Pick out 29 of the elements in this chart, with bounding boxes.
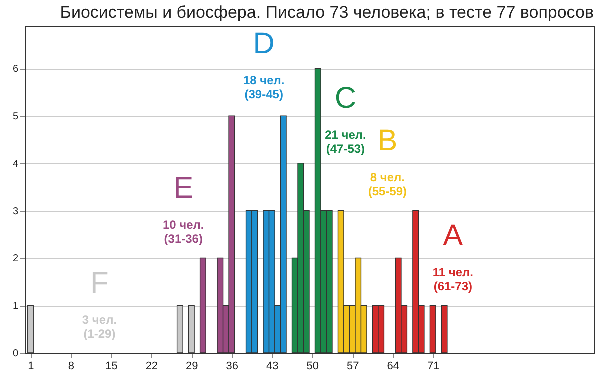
y-tick-label: 1: [12, 301, 19, 312]
x-tick-label: 8: [68, 360, 75, 372]
text: B: [378, 124, 398, 158]
x-tick-label: 50: [306, 360, 319, 372]
y-tick-label: 2: [12, 254, 19, 265]
x-tick-label: 43: [266, 360, 279, 372]
series-label: A: [443, 219, 464, 252]
series-label: C: [334, 82, 357, 115]
annotation: 21 чел. (47-53): [325, 128, 366, 156]
y-tick-label: 5: [12, 112, 19, 123]
annotation: 10 чел. (31-36): [162, 218, 204, 246]
chart-title: Биосистемы и биосфера. Писало 73 человека; в тесте 77 вопросов: [60, 3, 594, 22]
x-tick-label: 22: [146, 360, 158, 372]
y-tick-label: 0: [12, 348, 19, 360]
x-tick-label: 29: [186, 360, 198, 372]
x-tick-label: 71: [427, 360, 440, 372]
x-tick-label: 36: [226, 360, 239, 372]
y-tick-label: 4: [12, 158, 19, 170]
annotation: 11 чел. (61-73): [432, 265, 474, 294]
x-tick-label: 15: [106, 360, 118, 372]
y-tick-label: 6: [12, 64, 19, 76]
x-tick-label: 57: [346, 360, 360, 372]
annotation: 18 чел. (39-45): [243, 74, 285, 102]
series-label: E: [174, 172, 194, 206]
y-tick-label: 3: [12, 206, 19, 218]
x-tick-label: 1: [28, 360, 34, 372]
annotation: 8 чел. (55-59): [368, 170, 408, 199]
series-label: D: [253, 28, 275, 60]
x-tick-label: 64: [387, 360, 400, 372]
